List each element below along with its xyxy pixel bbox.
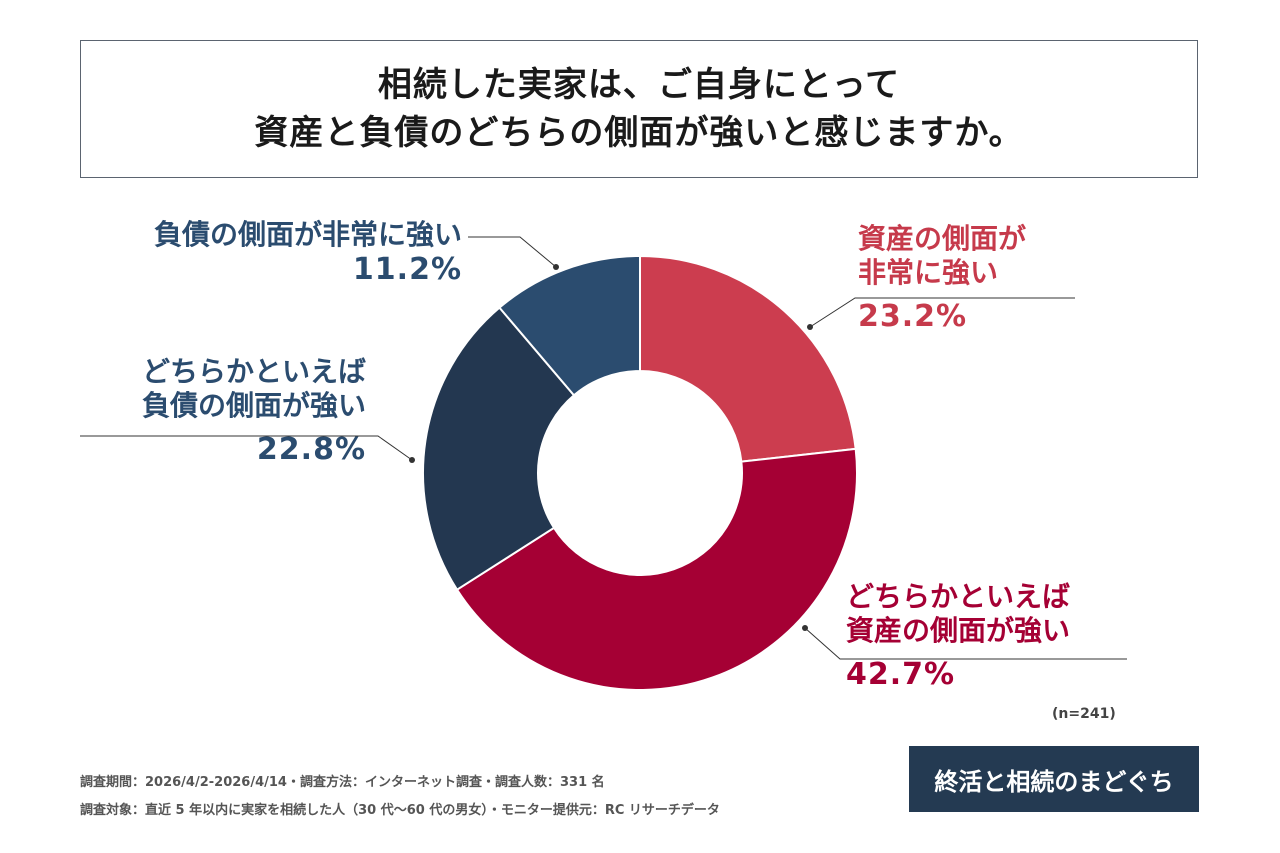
- label-asset-some-pct: 42.7%: [846, 657, 956, 693]
- label-debt-strong: 負債の側面が非常に強い 11.2%: [92, 218, 462, 288]
- leader-debt-some: [80, 435, 413, 461]
- leader-dot-asset-strong: [807, 324, 813, 330]
- label-debt-some: どちらかといえば 負債の側面が強い 22.8%: [100, 355, 366, 468]
- label-debt-some-line2: 負債の側面が強い: [141, 388, 366, 422]
- label-asset-strong-line2: 非常に強い: [858, 255, 999, 289]
- label-asset-some-line2: 資産の側面が強い: [846, 613, 1071, 647]
- leader-dot-debt-some: [409, 457, 415, 463]
- slice-debt-some: [422, 306, 576, 592]
- label-debt-some-line1: どちらかといえば: [141, 355, 366, 388]
- slice-asset-some: [455, 447, 858, 691]
- brand-logo: 終活と相続のまどぐち: [909, 746, 1199, 812]
- label-debt-some-pct: 22.8%: [256, 432, 366, 468]
- title-line-2: 資産と負債のどちらの側面が強いと感じますか。: [254, 113, 1024, 153]
- label-asset-some-line1: どちらかといえば: [846, 580, 1071, 613]
- title-box: 相続した実家は、ご自身にとって 資産と負債のどちらの側面が強いと感じますか。: [80, 40, 1198, 178]
- label-asset-strong: 資産の側面が 非常に強い 23.2%: [858, 222, 1026, 335]
- label-asset-strong-line1: 資産の側面が: [858, 222, 1027, 255]
- label-asset-strong-pct: 23.2%: [858, 299, 968, 335]
- slice-asset-strong: [639, 254, 857, 463]
- sample-size: (n=241): [1052, 706, 1116, 722]
- label-debt-strong-pct: 11.2%: [352, 251, 462, 287]
- label-debt-strong-line1: 負債の側面が非常に強い: [153, 218, 462, 251]
- leader-dot-debt-strong: [553, 264, 559, 270]
- label-asset-some: どちらかといえば 資産の側面が強い 42.7%: [846, 580, 1070, 693]
- leader-dot-asset-some: [802, 625, 808, 631]
- leader-asset-some: [804, 627, 1127, 660]
- title-line-1: 相続した実家は、ご自身にとって: [377, 65, 901, 105]
- footer-survey-period: 調査期間：2026/4/2-2026/4/14・調査方法：インターネット調査・調…: [80, 775, 605, 790]
- leader-asset-strong: [809, 297, 1075, 328]
- leader-debt-strong: [468, 236, 557, 268]
- footer-survey-target: 調査対象：直近 5 年以内に実家を相続した人（30 代〜60 代の男女）・モニタ…: [80, 803, 720, 818]
- slice-debt-strong: [498, 254, 641, 397]
